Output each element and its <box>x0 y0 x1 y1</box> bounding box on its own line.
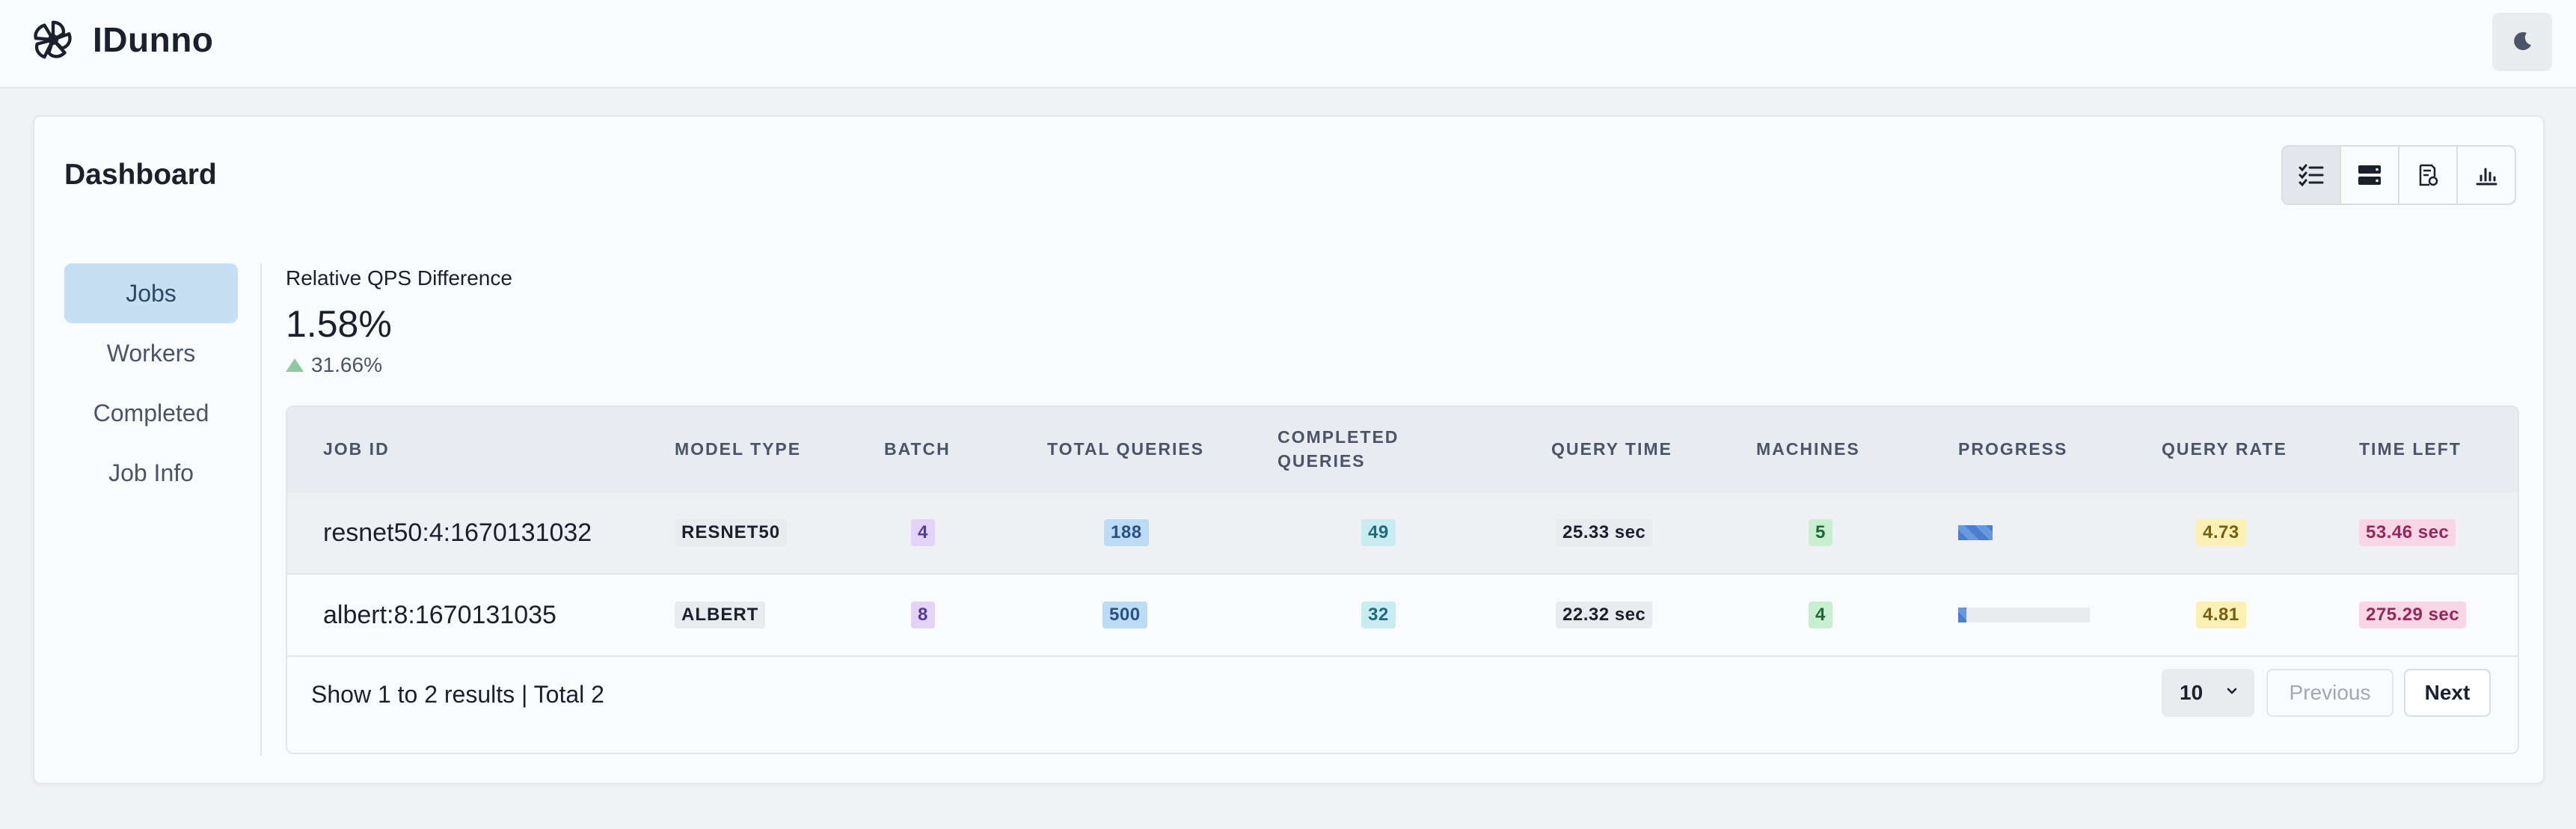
header-completed-queries[interactable]: COMPLETED QUERIES <box>1278 427 1399 471</box>
model-type-badge: ALBERT <box>675 602 766 628</box>
bar-chart-icon <box>2476 168 2497 186</box>
theme-toggle-button[interactable] <box>2492 13 2552 71</box>
job-id[interactable]: resnet50:4:1670131032 <box>323 518 592 547</box>
table-row[interactable]: albert:8:1670131035 ALBERT 8 500 32 22.3… <box>287 575 2518 657</box>
progress-bar <box>1958 525 2090 540</box>
previous-button[interactable]: Previous <box>2266 669 2393 717</box>
header-total-queries[interactable]: TOTAL QUERIES <box>1047 439 1205 459</box>
view-switch <box>2281 145 2516 205</box>
table-row[interactable]: resnet50:4:1670131032 RESNET50 4 188 49 … <box>287 492 2518 575</box>
view-report-button[interactable] <box>2399 147 2458 204</box>
chevron-down-icon <box>2227 688 2237 694</box>
query-time-badge: 22.32 sec <box>1556 602 1653 628</box>
app-name[interactable]: IDunno <box>93 20 214 59</box>
stat-change-value: 31.66% <box>311 353 382 376</box>
time-left-badge: 275.29 sec <box>2359 602 2467 628</box>
header-machines[interactable]: MACHINES <box>1756 439 1860 459</box>
batch-badge: 8 <box>911 602 935 628</box>
header-batch[interactable]: BATCH <box>884 439 951 459</box>
batch-badge: 4 <box>911 519 935 546</box>
progress-fill <box>1958 608 1967 622</box>
progress-fill <box>1958 525 1993 540</box>
arrow-up-icon <box>286 358 304 372</box>
model-type-badge: RESNET50 <box>675 519 788 546</box>
header-job-id[interactable]: JOB ID <box>323 439 390 459</box>
header-model-type[interactable]: MODEL TYPE <box>675 439 802 459</box>
view-servers-button[interactable] <box>2341 147 2399 204</box>
machines-badge: 4 <box>1809 602 1833 628</box>
moon-icon <box>2514 31 2531 50</box>
query-time-badge: 25.33 sec <box>1556 519 1653 546</box>
progress-bar <box>1958 608 2090 622</box>
stat-label: Relative QPS Difference <box>286 266 512 290</box>
completed-queries-badge: 32 <box>1361 602 1396 628</box>
logo-icon[interactable] <box>31 18 75 61</box>
sidebar-nav: Jobs Workers Completed Job Info <box>64 263 238 503</box>
pagination-summary: Show 1 to 2 results | Total 2 <box>311 680 604 708</box>
view-chart-button[interactable] <box>2458 147 2515 204</box>
time-left-badge: 53.46 sec <box>2359 519 2456 546</box>
header-time-left[interactable]: TIME LEFT <box>2359 439 2462 459</box>
server-icon <box>2358 165 2381 185</box>
header-query-rate[interactable]: QUERY RATE <box>2162 439 2287 459</box>
report-icon <box>2419 164 2438 186</box>
task-list-icon <box>2299 164 2324 187</box>
page-title: Dashboard <box>64 159 217 191</box>
sidebar-divider <box>260 263 262 756</box>
sidebar-item-jobs[interactable]: Jobs <box>64 263 238 323</box>
top-bar: IDunno <box>0 0 2576 88</box>
header-progress[interactable]: PROGRESS <box>1958 439 2068 459</box>
completed-queries-badge: 49 <box>1361 519 1396 546</box>
query-rate-badge: 4.81 <box>2196 602 2246 628</box>
sidebar-item-job-info[interactable]: Job Info <box>108 459 194 486</box>
stat-value: 1.58% <box>286 303 392 345</box>
total-queries-badge: 188 <box>1104 519 1149 546</box>
total-queries-badge: 500 <box>1103 602 1147 628</box>
jobs-table: JOB ID MODEL TYPE BATCH TOTAL QUERIES CO… <box>286 406 2519 754</box>
dashboard-card: Dashboard <box>33 115 2545 784</box>
table-header: JOB ID MODEL TYPE BATCH TOTAL QUERIES CO… <box>287 407 2518 492</box>
view-tasks-button[interactable] <box>2283 147 2341 204</box>
header-query-time[interactable]: QUERY TIME <box>1551 439 1672 459</box>
machines-badge: 5 <box>1809 519 1833 546</box>
query-rate-badge: 4.73 <box>2196 519 2246 546</box>
page-size-select[interactable]: 10 <box>2162 669 2254 717</box>
page-size-value: 10 <box>2180 681 2204 704</box>
stat-change: 31.66% <box>286 353 382 377</box>
job-id[interactable]: albert:8:1670131035 <box>323 600 556 629</box>
next-button[interactable]: Next <box>2404 669 2491 717</box>
sidebar-item-completed[interactable]: Completed <box>93 399 209 426</box>
sidebar-item-workers[interactable]: Workers <box>106 339 196 367</box>
